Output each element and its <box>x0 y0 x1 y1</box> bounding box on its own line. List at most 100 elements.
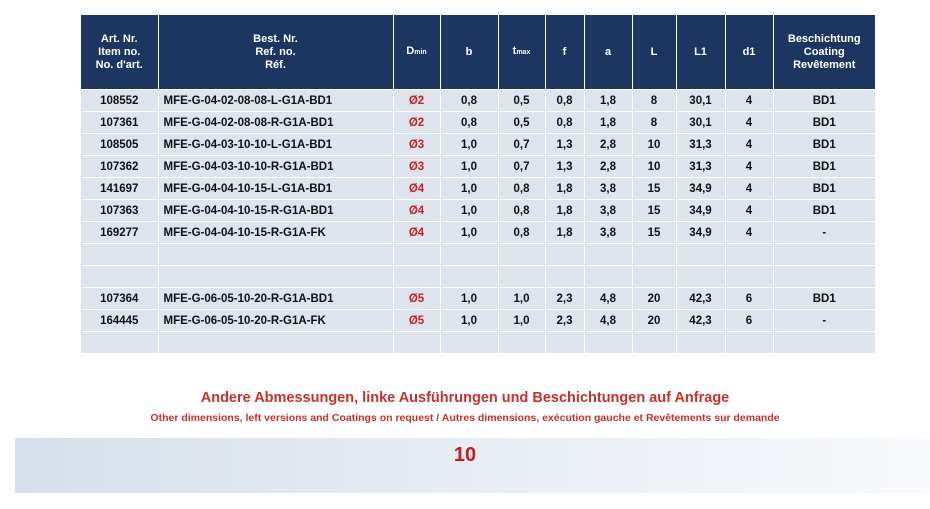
cell-b: 1,0 <box>439 155 498 178</box>
cell-coating: BD1 <box>772 199 875 222</box>
cell-best-nr: MFE-G-04-04-10-15-R-G1A-BD1 <box>157 199 393 222</box>
cell-b: 1,0 <box>439 221 498 244</box>
cell-art-nr <box>81 331 158 353</box>
cell-l <box>631 243 676 266</box>
cell-art-nr: 107363 <box>81 199 158 222</box>
cell-tmax: 0,5 <box>497 111 545 134</box>
cell-l: 8 <box>631 89 676 112</box>
table-row <box>81 265 875 288</box>
cell-f: 1,8 <box>544 221 584 244</box>
cell-d1: 4 <box>724 155 773 178</box>
cell-d1 <box>724 331 773 353</box>
cell-l1: 42,3 <box>675 287 725 310</box>
cell-coating <box>772 331 875 353</box>
cell-b <box>439 243 498 266</box>
cell-coating: BD1 <box>772 287 875 310</box>
cell-f: 2,3 <box>544 309 584 332</box>
table-row: 107362 MFE-G-04-03-10-10-R-G1A-BD1 Ø3 1,0 0,… <box>81 155 875 178</box>
col-header-tmax: tmax <box>497 15 545 90</box>
cell-dmin <box>392 243 440 266</box>
cell-l1: 31,3 <box>675 155 725 178</box>
col-header-b: b <box>439 15 498 90</box>
cell-best-nr: MFE-G-04-02-08-08-R-G1A-BD1 <box>157 111 393 134</box>
cell-coating: - <box>772 221 875 244</box>
cell-l: 20 <box>631 287 676 310</box>
cell-a: 3,8 <box>583 221 632 244</box>
cell-best-nr <box>157 243 393 266</box>
cell-l1: 31,3 <box>675 133 725 156</box>
product-spec-table: Art. Nr. Item no. No. d'art. Best. Nr. Ref.… <box>81 15 875 353</box>
table-row <box>81 331 875 353</box>
cell-art-nr: 107362 <box>81 155 158 178</box>
cell-best-nr: MFE-G-04-03-10-10-L-G1A-BD1 <box>157 133 393 156</box>
cell-a: 1,8 <box>583 111 632 134</box>
cell-a: 4,8 <box>583 309 632 332</box>
cell-best-nr: MFE-G-04-02-08-08-L-G1A-BD1 <box>157 89 393 112</box>
cell-d1: 4 <box>724 221 773 244</box>
table-body: 108552 MFE-G-04-02-08-08-L-G1A-BD1 Ø2 0,8 0,… <box>81 89 875 353</box>
cell-dmin: Ø4 <box>392 177 440 200</box>
cell-d1: 4 <box>724 199 773 222</box>
cell-best-nr <box>157 265 393 288</box>
cell-best-nr: MFE-G-04-04-10-15-R-G1A-FK <box>157 221 393 244</box>
cell-f: 1,8 <box>544 199 584 222</box>
cell-f: 0,8 <box>544 111 584 134</box>
cell-a: 2,8 <box>583 155 632 178</box>
cell-best-nr: MFE-G-06-05-10-20-R-G1A-FK <box>157 309 393 332</box>
table-row: 108505 MFE-G-04-03-10-10-L-G1A-BD1 Ø3 1,0 0,… <box>81 133 875 156</box>
cell-l1: 42,3 <box>675 309 725 332</box>
table-row: 141697 MFE-G-04-04-10-15-L-G1A-BD1 Ø4 1,0 0,… <box>81 177 875 200</box>
cell-l <box>631 265 676 288</box>
cell-art-nr: 164445 <box>81 309 158 332</box>
col-header-best-nr: Best. Nr. Ref. no. Réf. <box>157 15 393 90</box>
cell-best-nr: MFE-G-06-05-10-20-R-G1A-BD1 <box>157 287 393 310</box>
cell-a: 2,8 <box>583 133 632 156</box>
cell-f: 2,3 <box>544 287 584 310</box>
table-row: 169277 MFE-G-04-04-10-15-R-G1A-FK Ø4 1,0 0,8… <box>81 221 875 244</box>
cell-l1: 34,9 <box>675 177 725 200</box>
cell-tmax: 0,7 <box>497 155 545 178</box>
cell-d1: 4 <box>724 133 773 156</box>
cell-l1 <box>675 243 725 266</box>
cell-d1: 4 <box>724 89 773 112</box>
cell-l1: 30,1 <box>675 111 725 134</box>
cell-coating: BD1 <box>772 155 875 178</box>
cell-l: 10 <box>631 133 676 156</box>
cell-dmin: Ø5 <box>392 309 440 332</box>
table-row <box>81 243 875 266</box>
cell-l: 10 <box>631 155 676 178</box>
cell-dmin <box>392 331 440 353</box>
cell-f: 1,3 <box>544 155 584 178</box>
cell-art-nr <box>81 265 158 288</box>
cell-l1: 34,9 <box>675 221 725 244</box>
cell-b <box>439 265 498 288</box>
cell-a: 3,8 <box>583 177 632 200</box>
cell-l1: 34,9 <box>675 199 725 222</box>
cell-l: 15 <box>631 221 676 244</box>
cell-tmax <box>497 331 545 353</box>
cell-best-nr <box>157 331 393 353</box>
cell-d1: 6 <box>724 309 773 332</box>
cell-b <box>439 331 498 353</box>
col-header-dmin: Dmin <box>392 15 440 90</box>
cell-coating <box>772 243 875 266</box>
cell-d1: 4 <box>724 111 773 134</box>
table-row: 107361 MFE-G-04-02-08-08-R-G1A-BD1 Ø2 0,8 0,… <box>81 111 875 134</box>
cell-d1 <box>724 265 773 288</box>
cell-coating: BD1 <box>772 111 875 134</box>
cell-b: 1,0 <box>439 177 498 200</box>
cell-dmin: Ø2 <box>392 111 440 134</box>
cell-tmax: 0,7 <box>497 133 545 156</box>
cell-l1 <box>675 331 725 353</box>
cell-l: 15 <box>631 177 676 200</box>
col-header-l1: L1 <box>675 15 725 90</box>
col-header-a: a <box>583 15 632 90</box>
table-row: 107364 MFE-G-06-05-10-20-R-G1A-BD1 Ø5 1,0 1,… <box>81 287 875 310</box>
cell-a <box>583 243 632 266</box>
cell-f <box>544 265 584 288</box>
cell-coating: BD1 <box>772 177 875 200</box>
cell-l: 20 <box>631 309 676 332</box>
cell-dmin <box>392 265 440 288</box>
col-header-f: f <box>544 15 584 90</box>
cell-coating <box>772 265 875 288</box>
